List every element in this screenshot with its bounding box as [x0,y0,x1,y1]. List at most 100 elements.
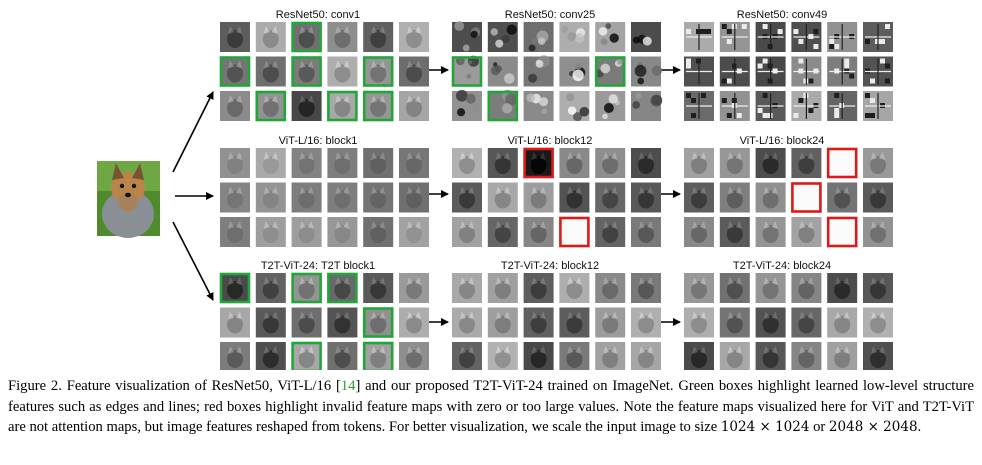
feature-map-tile [863,182,893,213]
feature-map-tile [791,56,822,87]
feature-map-tile [755,182,786,213]
feature-map-tile [827,342,858,370]
feature-map-tile [595,22,626,52]
feature-map-tile [327,148,358,178]
feature-map-tile [755,91,786,121]
feature-panel: ViT-L/16: block12 [452,135,661,248]
feature-map-tile [291,182,322,213]
feature-map-tile [719,273,750,303]
feature-map-tile [863,273,893,303]
feature-map-tile [755,217,786,247]
feature-map-tile [452,148,482,178]
feature-map-tile [791,217,822,247]
input-dog-image [97,161,160,238]
feature-map-tile [719,307,750,338]
feature-map-tile [595,91,626,121]
feature-map-tile [362,90,394,122]
feature-map-tile [631,22,661,52]
feature-map-tile [399,148,429,178]
feature-map-tile [559,22,590,52]
feature-map-tile [291,307,322,338]
green-highlight-box [219,272,251,304]
feature-map-tile [559,91,590,122]
feature-map-tile [523,342,554,370]
feature-map-tile [827,91,858,121]
feature-map-tile [559,307,590,338]
feature-map-tile [327,307,358,338]
feature-map-tile [631,217,661,247]
feature-map-tile [487,22,518,52]
feature-map-tile [791,148,822,178]
feature-map-tile [631,182,661,213]
feature-map-tile [452,342,482,370]
feature-map-tile [523,91,554,121]
feature-map-tile [487,89,519,122]
feature-map-tile [631,342,661,370]
feature-map-tile [684,148,714,178]
feature-map-tile [559,216,590,248]
caption-text-end: . [917,419,922,435]
feature-map-tile [684,22,714,52]
green-highlight-box [451,56,483,87]
feature-map-tile [791,91,822,121]
feature-map-tile [452,89,482,121]
feature-map-tile [220,217,250,247]
feature-map-tile [791,273,822,303]
feature-map-tile [559,56,590,87]
feature-map-tile [719,91,750,121]
feature-map-tile [863,91,893,121]
feature-map-tile [595,148,626,178]
arrow-input-to-t2t [172,221,214,301]
feature-panel: T2T-ViT-24: block12 [452,260,661,370]
feature-map-tile [719,182,750,213]
feature-map-tile [487,307,518,338]
feature-map-tile [684,342,714,370]
feature-map-tile [684,91,714,121]
feature-map-tile [631,91,663,121]
feature-map-tile [220,342,250,370]
feature-map-tile [291,341,322,370]
feature-map-tile [559,273,590,303]
feature-map-tile [523,182,554,213]
green-highlight-box [487,90,519,122]
feature-map-tile [791,307,822,338]
green-highlight-box [594,56,626,87]
feature-map-tile [255,22,286,52]
citation-link[interactable]: 14 [340,378,356,394]
feature-map-tile [684,56,714,87]
feature-map-tile [363,148,394,178]
feature-map-tile [559,148,590,178]
feature-map-tile [755,273,786,303]
feature-map-tile [719,56,750,87]
feature-map-tile [863,342,893,370]
red-highlight-box [826,216,858,248]
panel-title: ResNet50: conv49 [737,9,828,21]
green-highlight-box [255,90,287,122]
panel-title: ViT-L/16: block1 [279,135,358,147]
feature-map-tile [452,21,482,52]
feature-map-tile [363,22,394,52]
feature-map-tile [327,342,358,370]
feature-map-tile [399,22,429,52]
feature-map-tile [399,182,429,213]
red-highlight-box [791,182,822,213]
green-highlight-box [219,56,251,87]
feature-map-tile [291,148,322,178]
feature-map-tile [452,182,482,213]
feature-map-tile [487,342,518,370]
feature-map-tile [487,148,518,178]
feature-panel: ResNet50: conv25 [451,9,663,122]
green-highlight-box [291,56,322,87]
feature-map-tile [863,307,893,338]
feature-map-tile [863,148,893,178]
feature-map-tile [327,56,358,87]
feature-map-tile [255,56,286,87]
feature-map-tile [595,217,626,247]
feature-map-tile [327,217,358,247]
feature-map-tile [219,272,251,304]
feature-map-tile [362,56,394,87]
feature-panel: T2T-ViT-24: block24 [684,260,893,370]
feature-map-tile [863,217,893,247]
arrow-input-to-resnet [172,91,214,173]
feature-map-tile [452,217,482,247]
